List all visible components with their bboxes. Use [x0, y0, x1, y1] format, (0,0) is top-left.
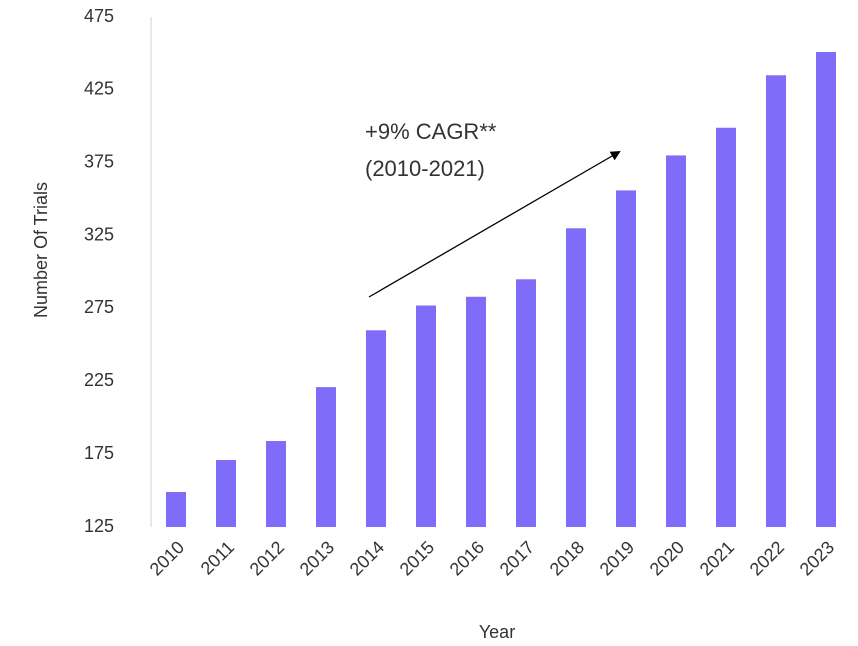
x-axis-label: Year [479, 622, 515, 642]
bar [766, 75, 786, 528]
bar [566, 228, 586, 528]
y-tick-label: 475 [84, 6, 114, 26]
bar [166, 492, 186, 527]
y-tick-label: 325 [84, 224, 114, 244]
bar [666, 155, 686, 527]
bar [416, 305, 436, 527]
bar [466, 296, 486, 527]
x-tick-label: 2015 [396, 537, 438, 579]
bar [316, 387, 336, 527]
y-tick-label: 225 [84, 370, 114, 390]
y-tick-label: 175 [84, 443, 114, 463]
x-tick-label: 2014 [346, 537, 388, 579]
bar [716, 127, 736, 527]
x-tick-label: 2017 [496, 537, 538, 579]
x-tick-label: 2019 [596, 537, 638, 579]
y-tick-label: 275 [84, 297, 114, 317]
y-tick-label: 375 [84, 151, 114, 171]
trend-arrow [368, 150, 621, 298]
bar [616, 190, 636, 527]
bar [816, 51, 836, 527]
bar [516, 279, 536, 527]
x-tick-label: 2013 [296, 537, 338, 579]
x-tick-label: 2018 [546, 537, 588, 579]
x-tick-label: 2021 [696, 537, 738, 579]
y-tick-label: 125 [84, 516, 114, 536]
bar [266, 441, 286, 527]
x-tick-label: 2016 [446, 537, 488, 579]
x-tick-label: 2012 [246, 537, 288, 579]
x-tick-label: 2010 [146, 537, 188, 579]
y-tick-label: 425 [84, 79, 114, 99]
bar [366, 330, 386, 527]
x-tick-label: 2020 [646, 537, 688, 579]
x-tick-label: 2022 [746, 537, 788, 579]
x-tick-label: 2011 [197, 537, 239, 579]
annotation: +9% CAGR** [365, 119, 497, 144]
bar [216, 459, 236, 527]
x-tick-label: 2023 [796, 537, 838, 579]
annotation: (2010-2021) [365, 156, 485, 181]
y-axis-label: Number Of Trials [31, 182, 51, 318]
